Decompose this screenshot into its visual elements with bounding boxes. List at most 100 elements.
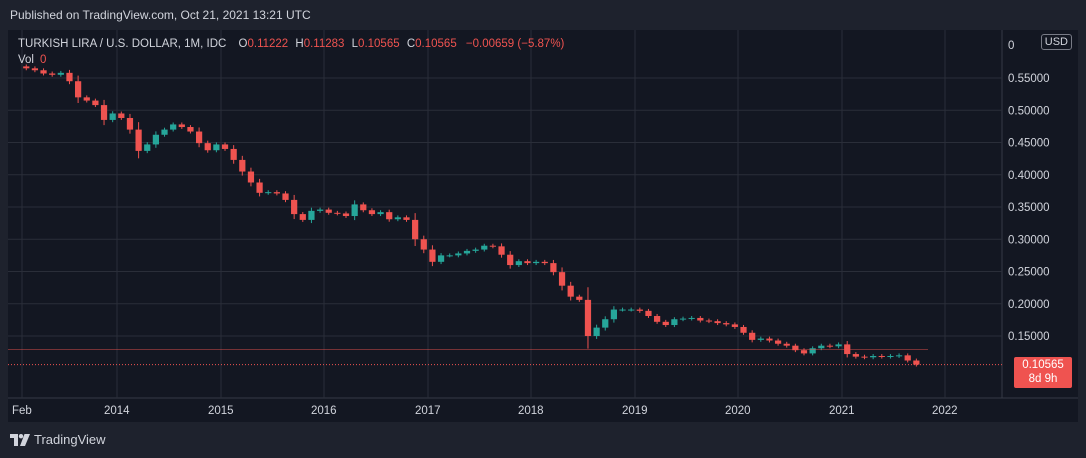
candle-body	[774, 340, 782, 344]
candle-body	[826, 345, 834, 347]
open-label: O	[238, 38, 248, 50]
candle-body	[239, 159, 246, 172]
volume-legend: Vol 0	[18, 54, 46, 66]
candlestick-chart[interactable]: 0 0.55000 0.50000 0.45000 0.40000 0.35000 0.30…	[8, 30, 1078, 422]
candle-body	[49, 73, 56, 75]
candle-body	[870, 355, 877, 358]
candle-body	[653, 316, 661, 322]
chart-panel[interactable]: 0 0.55000 0.50000 0.45000 0.40000 0.35000 0.30…	[8, 30, 1078, 422]
candle-body	[455, 253, 462, 256]
candle-body	[126, 117, 134, 130]
candle-body	[576, 296, 583, 300]
candle-body	[887, 355, 894, 357]
candle-body	[489, 245, 497, 247]
candle-body	[195, 131, 203, 144]
candle-body	[403, 217, 410, 220]
currency-badge[interactable]: USD	[1040, 34, 1072, 50]
y-tick-label: 0.45000	[1008, 138, 1050, 150]
candle-body	[265, 192, 272, 194]
candle-body	[118, 113, 125, 118]
candle-body	[213, 144, 220, 151]
candle-body	[291, 199, 298, 215]
candle-body	[895, 355, 903, 357]
candle-body	[558, 272, 566, 286]
candle-body	[420, 239, 427, 250]
candle-body	[567, 285, 574, 297]
candle-body	[100, 105, 108, 120]
candle-body	[697, 317, 704, 321]
last-price-tag: 0.10565 8d 9h	[1014, 357, 1072, 388]
open-value: 0.11222	[247, 38, 289, 50]
candle-body	[57, 72, 64, 75]
candle-body	[161, 129, 168, 135]
low-value: 0.10565	[358, 38, 400, 50]
candle-body	[394, 217, 401, 220]
candle-body	[800, 350, 808, 354]
candle-body	[602, 319, 609, 328]
candle-body	[636, 309, 643, 311]
volume-value: 0	[40, 54, 47, 66]
high-value: 0.11283	[303, 38, 345, 50]
published-header: Published on TradingView.com, Oct 21, 20…	[10, 8, 311, 22]
candle-body	[377, 212, 384, 215]
candle-body	[178, 124, 185, 128]
candle-body	[23, 66, 30, 69]
candle-body	[835, 344, 842, 347]
x-tick-label: 2022	[932, 405, 958, 417]
candle-body	[152, 134, 159, 145]
y-tick-label: 0.35000	[1008, 202, 1050, 214]
candle-body	[412, 219, 419, 240]
candle-body	[299, 214, 306, 220]
candle-body	[446, 255, 453, 257]
candle-body	[308, 210, 315, 220]
candle-body	[368, 210, 376, 215]
candle-body	[688, 317, 695, 319]
candle-body	[386, 212, 393, 220]
symbol-name[interactable]: TURKISH LIRA / U.S. DOLLAR, 1M, IDC	[18, 38, 227, 50]
candle-body	[204, 143, 211, 151]
candle-body	[334, 212, 341, 214]
candle-body	[550, 263, 557, 273]
candle-body	[584, 299, 592, 336]
candle-body	[705, 320, 713, 322]
volume-label: Vol	[18, 54, 34, 66]
chart-legend: TURKISH LIRA / U.S. DOLLAR, 1M, IDC O0.1…	[18, 38, 564, 50]
candle-body	[524, 261, 531, 264]
change-value: −0.00659 (−5.87%)	[465, 38, 565, 50]
candle-body	[749, 332, 756, 340]
candle-body	[792, 345, 799, 351]
candle-body	[645, 310, 652, 317]
candle-body	[66, 72, 73, 82]
candle-body	[83, 97, 90, 101]
candle-body	[247, 171, 255, 183]
candle-body	[679, 318, 687, 320]
candle-body	[92, 100, 99, 106]
y-tick-label: 0.40000	[1008, 170, 1050, 182]
candle-body	[187, 127, 194, 132]
candle-body	[498, 246, 505, 255]
y-tick-label: 0.20000	[1008, 299, 1050, 311]
y-tick-label: 0.15000	[1008, 331, 1050, 343]
candle-body	[463, 250, 471, 254]
candle-body	[662, 321, 669, 326]
candle-body	[757, 338, 764, 340]
candle-body	[818, 345, 825, 349]
candle-body	[628, 309, 635, 311]
x-tick-label: 2017	[415, 405, 441, 417]
candle-body	[481, 245, 488, 250]
candle-body	[766, 338, 773, 341]
y-tick-label: 0	[1008, 40, 1014, 52]
footer-brand[interactable]: TradingView	[10, 432, 106, 447]
candle-body	[429, 249, 436, 262]
candle-body	[904, 355, 911, 361]
low-label: L	[351, 38, 359, 50]
candle-body	[809, 348, 816, 354]
y-tick-label: 0.25000	[1008, 267, 1050, 279]
candle-body	[282, 193, 289, 200]
candle-body	[273, 192, 280, 194]
x-tick-label: 2021	[829, 405, 855, 417]
candle-body	[351, 204, 358, 217]
last-price-value: 0.10565	[1022, 359, 1064, 371]
candle-body	[40, 70, 47, 74]
candle-body	[541, 261, 548, 264]
